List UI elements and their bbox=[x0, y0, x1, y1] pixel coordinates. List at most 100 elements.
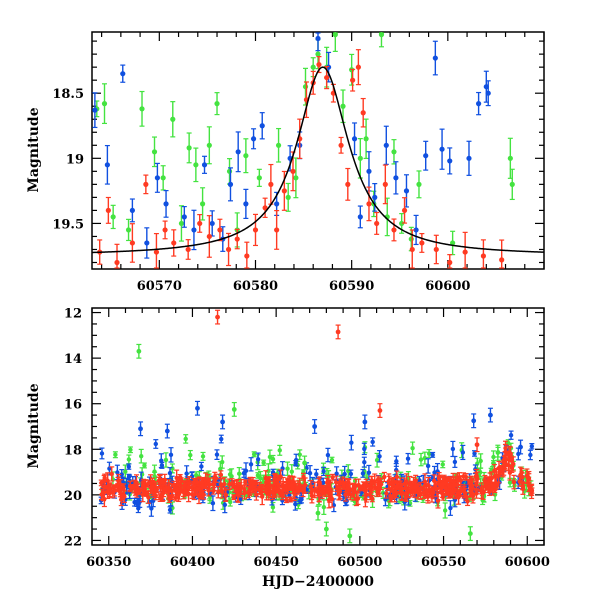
data-point-red bbox=[269, 484, 275, 501]
data-point-red bbox=[317, 476, 323, 489]
bottom-panel: 60350 60400 60450 60500 60550 60600 12 1… bbox=[26, 307, 550, 590]
data-point-red bbox=[244, 241, 250, 269]
data-point-red bbox=[490, 483, 496, 496]
data-point-red bbox=[231, 494, 237, 501]
data-point-blue bbox=[325, 447, 331, 463]
outlier-point-green bbox=[231, 401, 237, 417]
data-point-red bbox=[473, 479, 479, 491]
data-point-blue bbox=[243, 188, 249, 220]
data-point-red bbox=[157, 473, 163, 488]
data-point-red bbox=[424, 483, 430, 498]
data-point-red bbox=[118, 484, 124, 494]
data-point-blue bbox=[405, 452, 411, 465]
data-point-green bbox=[270, 501, 276, 513]
bottom-ytick-label: 16 bbox=[64, 398, 82, 413]
data-point-blue bbox=[383, 125, 389, 165]
data-point-red bbox=[355, 49, 361, 86]
data-point-red bbox=[242, 479, 248, 486]
data-point-blue bbox=[137, 495, 143, 508]
data-point-red bbox=[166, 495, 172, 503]
bottom-ytick-label: 18 bbox=[64, 443, 82, 458]
data-point-red bbox=[153, 232, 160, 269]
bottom-xtick-label: 60400 bbox=[170, 555, 215, 570]
data-point-red bbox=[350, 482, 356, 498]
data-point-red bbox=[206, 215, 212, 258]
data-point-green bbox=[509, 168, 515, 201]
data-point-blue bbox=[209, 210, 215, 237]
outlier-point-red bbox=[215, 309, 221, 325]
data-point-blue bbox=[432, 40, 438, 76]
data-point-red bbox=[191, 477, 197, 488]
data-point-red bbox=[295, 480, 301, 495]
data-point-blue bbox=[466, 140, 472, 176]
data-point-green bbox=[357, 138, 363, 179]
data-point-blue bbox=[393, 455, 399, 467]
data-point-green bbox=[112, 451, 118, 459]
data-point-red bbox=[372, 483, 378, 491]
bottom-data-points bbox=[98, 309, 535, 544]
data-point-red bbox=[229, 478, 235, 489]
data-point-red bbox=[210, 477, 216, 492]
data-point-red bbox=[289, 479, 295, 490]
data-point-red bbox=[159, 477, 165, 487]
data-point-green bbox=[183, 434, 189, 444]
data-point-red bbox=[106, 482, 112, 498]
top-ytick-label: 19 bbox=[66, 152, 84, 167]
outlier-point-blue bbox=[487, 407, 493, 423]
data-point-green bbox=[285, 461, 291, 476]
bottom-xtick-label: 60550 bbox=[421, 555, 466, 570]
bottom-xtick-label: 60600 bbox=[505, 555, 550, 570]
bottom-ytick-label: 14 bbox=[64, 352, 82, 367]
data-point-red bbox=[416, 483, 422, 498]
data-point-red bbox=[410, 486, 416, 496]
data-point-green bbox=[163, 452, 169, 468]
data-point-blue bbox=[360, 468, 366, 478]
outlier-point-blue bbox=[164, 423, 170, 439]
data-point-red bbox=[101, 490, 107, 508]
data-point-red bbox=[324, 477, 330, 488]
data-point-red bbox=[480, 239, 487, 269]
data-point-blue bbox=[255, 452, 261, 467]
data-point-blue bbox=[430, 451, 436, 458]
data-point-red bbox=[404, 473, 410, 490]
data-point-green bbox=[226, 158, 233, 185]
data-point-red bbox=[319, 485, 325, 499]
outlier-point-blue bbox=[220, 414, 226, 430]
data-point-red bbox=[509, 461, 515, 473]
data-point-blue bbox=[527, 449, 533, 461]
data-point-red bbox=[268, 163, 274, 205]
data-point-red bbox=[420, 485, 426, 500]
data-point-red bbox=[272, 473, 278, 486]
bottom-tick-labels: 60350 60400 60450 60500 60550 60600 12 1… bbox=[64, 307, 550, 570]
data-point-red bbox=[127, 480, 133, 493]
data-point-green bbox=[243, 138, 249, 174]
data-point-red bbox=[154, 485, 160, 494]
data-point-red bbox=[114, 243, 120, 269]
data-point-green bbox=[450, 230, 456, 256]
outlier-point-green bbox=[347, 528, 353, 544]
data-point-blue bbox=[351, 122, 358, 156]
data-point-blue bbox=[447, 147, 453, 175]
data-point-blue bbox=[92, 92, 98, 129]
data-point-green bbox=[440, 460, 446, 469]
data-point-blue bbox=[315, 32, 321, 52]
outlier-point-red bbox=[335, 324, 341, 340]
data-point-red bbox=[375, 475, 381, 484]
data-point-green bbox=[251, 451, 257, 458]
data-point-green bbox=[329, 456, 335, 464]
outlier-point-red bbox=[508, 446, 514, 462]
data-point-green bbox=[200, 451, 206, 461]
data-point-green bbox=[285, 182, 291, 212]
data-point-green bbox=[277, 444, 283, 456]
outlier-point-green bbox=[302, 455, 308, 471]
data-point-green bbox=[332, 32, 338, 52]
data-point-blue bbox=[348, 434, 354, 451]
outlier-point-green bbox=[315, 505, 321, 521]
bottom-xtick-label: 60350 bbox=[86, 555, 131, 570]
data-point-red bbox=[143, 174, 149, 195]
top-ytick-label: 19.5 bbox=[52, 217, 84, 232]
data-point-red bbox=[440, 476, 446, 492]
data-point-green bbox=[391, 139, 397, 165]
data-point-blue bbox=[154, 162, 160, 193]
